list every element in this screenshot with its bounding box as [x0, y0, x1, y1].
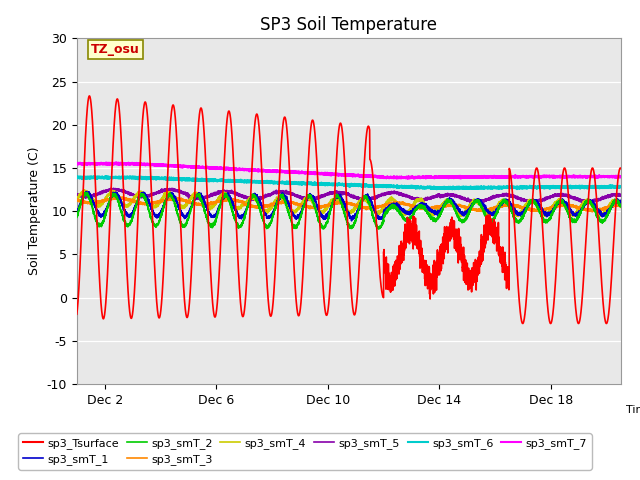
sp3_smT_6 [172, 176, 180, 181]
sp3_Tsurface [479, 254, 486, 260]
sp3_smT_7 [410, 176, 418, 181]
sp3_smT_4 [479, 206, 486, 212]
sp3_smT_1 [83, 189, 90, 194]
sp3_smT_1 [172, 198, 180, 204]
sp3_smT_7 [112, 160, 120, 166]
sp3_Tsurface [427, 271, 435, 277]
Line: sp3_Tsurface: sp3_Tsurface [77, 96, 621, 324]
Line: sp3_smT_6: sp3_smT_6 [77, 176, 621, 189]
sp3_smT_4 [617, 203, 625, 209]
sp3_smT_3 [617, 204, 625, 209]
sp3_smT_2 [479, 206, 487, 212]
sp3_smT_3 [479, 207, 486, 213]
sp3_smT_2 [281, 199, 289, 204]
sp3_Tsurface [281, 114, 289, 120]
sp3_smT_1 [520, 208, 528, 214]
sp3_smT_4 [515, 213, 522, 219]
Text: TZ_osu: TZ_osu [91, 43, 140, 56]
Line: sp3_smT_2: sp3_smT_2 [77, 192, 621, 229]
sp3_smT_6 [617, 184, 625, 190]
Line: sp3_smT_7: sp3_smT_7 [77, 163, 621, 179]
Legend: sp3_Tsurface, sp3_smT_1, sp3_smT_2, sp3_smT_3, sp3_smT_4, sp3_smT_5, sp3_smT_6, : sp3_Tsurface, sp3_smT_1, sp3_smT_2, sp3_… [19, 433, 591, 469]
sp3_smT_6 [520, 184, 528, 190]
sp3_smT_5 [427, 195, 435, 201]
sp3_smT_7 [617, 174, 625, 180]
sp3_smT_7 [520, 174, 528, 180]
sp3_smT_1 [281, 192, 289, 198]
sp3_smT_1 [399, 207, 407, 213]
sp3_smT_4 [172, 198, 180, 204]
sp3_smT_4 [520, 204, 528, 210]
Text: Time: Time [626, 405, 640, 415]
sp3_smT_6 [102, 173, 110, 179]
sp3_Tsurface [520, 316, 528, 322]
sp3_smT_6 [73, 175, 81, 180]
sp3_smT_6 [449, 186, 456, 192]
sp3_smT_5 [399, 192, 407, 197]
sp3_smT_6 [427, 185, 435, 191]
sp3_smT_2 [81, 190, 89, 195]
sp3_smT_5 [468, 200, 476, 206]
sp3_smT_3 [520, 205, 528, 211]
Y-axis label: Soil Temperature (C): Soil Temperature (C) [28, 147, 41, 276]
sp3_smT_4 [281, 199, 289, 205]
Line: sp3_smT_3: sp3_smT_3 [77, 197, 621, 212]
sp3_smT_2 [427, 216, 435, 222]
sp3_smT_6 [399, 184, 407, 190]
sp3_smT_5 [520, 197, 528, 203]
sp3_smT_1 [73, 209, 81, 215]
sp3_smT_5 [172, 188, 180, 194]
sp3_smT_2 [520, 211, 528, 217]
Title: SP3 Soil Temperature: SP3 Soil Temperature [260, 16, 437, 34]
sp3_smT_7 [73, 161, 81, 167]
sp3_Tsurface [86, 93, 93, 99]
sp3_Tsurface [617, 166, 625, 171]
sp3_smT_7 [427, 174, 435, 180]
sp3_smT_2 [73, 215, 81, 220]
sp3_smT_2 [172, 204, 180, 210]
sp3_smT_6 [281, 180, 289, 186]
sp3_smT_1 [348, 218, 355, 224]
sp3_smT_3 [281, 200, 289, 205]
sp3_smT_5 [73, 192, 81, 197]
sp3_smT_1 [427, 207, 435, 213]
sp3_smT_3 [172, 196, 180, 202]
sp3_smT_5 [109, 186, 117, 192]
Line: sp3_smT_1: sp3_smT_1 [77, 192, 621, 221]
sp3_smT_2 [399, 214, 407, 219]
sp3_smT_1 [617, 200, 625, 205]
sp3_Tsurface [547, 321, 554, 326]
sp3_smT_2 [617, 204, 625, 209]
sp3_smT_5 [617, 192, 625, 198]
sp3_smT_7 [479, 173, 487, 179]
sp3_smT_7 [399, 175, 407, 181]
sp3_smT_3 [588, 209, 596, 215]
sp3_smT_2 [319, 226, 327, 232]
sp3_smT_4 [399, 209, 407, 215]
Line: sp3_smT_5: sp3_smT_5 [77, 189, 621, 203]
sp3_Tsurface [399, 244, 407, 250]
sp3_smT_3 [427, 205, 435, 211]
sp3_smT_3 [113, 194, 121, 200]
sp3_smT_4 [73, 198, 81, 204]
sp3_smT_1 [479, 201, 487, 206]
sp3_Tsurface [73, 312, 81, 317]
sp3_smT_7 [281, 169, 289, 175]
sp3_smT_5 [281, 190, 289, 196]
sp3_smT_4 [80, 188, 88, 193]
sp3_smT_7 [172, 163, 180, 169]
sp3_Tsurface [172, 120, 180, 126]
sp3_smT_6 [479, 185, 487, 191]
sp3_smT_3 [73, 196, 81, 202]
sp3_smT_5 [479, 198, 487, 204]
sp3_smT_3 [399, 199, 407, 205]
Line: sp3_smT_4: sp3_smT_4 [77, 191, 621, 216]
sp3_smT_4 [427, 211, 435, 216]
